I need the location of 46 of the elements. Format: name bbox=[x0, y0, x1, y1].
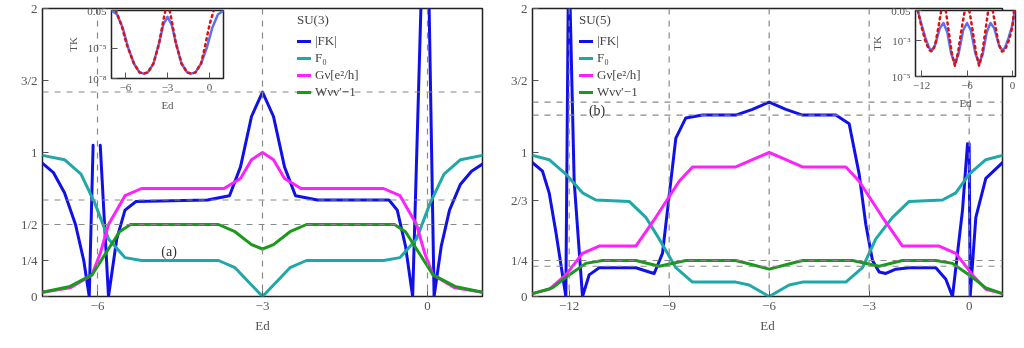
y-axis-title: TK bbox=[67, 37, 80, 52]
y-tick-label: 1/2 bbox=[20, 217, 38, 232]
x-tick-label: −9 bbox=[662, 297, 677, 313]
x-axis-title: Ed bbox=[760, 317, 776, 333]
legend-label: Gν[e²/h] bbox=[597, 67, 641, 83]
x-tick-label: 0 bbox=[965, 297, 973, 313]
x-tick-label: −12 bbox=[559, 297, 580, 313]
x-axis-title: Ed bbox=[161, 98, 175, 111]
x-tick-label: −6 bbox=[762, 297, 777, 313]
y-tick-label: 2 bbox=[521, 1, 528, 16]
y-tick-label: 10⁻⁵ bbox=[87, 42, 107, 55]
legend-label: F₀ bbox=[597, 50, 610, 66]
legend-title: SU(3) bbox=[297, 12, 330, 28]
x-tick-label: −3 bbox=[862, 297, 877, 313]
y-tick-label: 10⁻⁸ bbox=[87, 72, 107, 85]
x-tick-label: −6 bbox=[961, 78, 974, 91]
x-tick-label: −12 bbox=[912, 78, 931, 91]
legend-title: SU(5) bbox=[579, 12, 612, 28]
y-tick-label: 1/4 bbox=[510, 253, 528, 268]
annotation: (a) bbox=[161, 244, 178, 261]
x-axis-title: Ed bbox=[959, 96, 973, 109]
y-tick-label: 1 bbox=[31, 145, 38, 160]
legend-label: Gν[e²/h] bbox=[315, 67, 359, 83]
x-axis-title: Ed bbox=[255, 317, 271, 333]
x-tick-label: −6 bbox=[119, 80, 132, 93]
y-tick-label: 1/4 bbox=[20, 253, 38, 268]
y-axis-title: TK bbox=[871, 36, 884, 51]
legend-label: |FK| bbox=[597, 33, 619, 49]
y-tick-label: 2/3 bbox=[510, 193, 528, 208]
x-tick-label: 0 bbox=[1009, 78, 1016, 91]
x-tick-label: −6 bbox=[90, 297, 105, 313]
y-tick-label: 10⁻⁵ bbox=[891, 70, 911, 83]
x-tick-label: 0 bbox=[206, 80, 213, 93]
legend-label: |FK| bbox=[315, 33, 337, 49]
x-tick-label: 0 bbox=[424, 297, 431, 313]
legend-label: Wνν′−1 bbox=[315, 84, 356, 100]
y-tick-label: 3/2 bbox=[20, 73, 38, 88]
y-tick-label: 2 bbox=[31, 1, 38, 16]
x-tick-label: −3 bbox=[161, 80, 174, 93]
legend-label: Wνν′−1 bbox=[597, 84, 638, 100]
y-tick-label: 10⁻³ bbox=[892, 34, 912, 47]
y-tick-label: 3/2 bbox=[510, 73, 528, 88]
legend-label: F₀ bbox=[315, 50, 328, 66]
annotation: (b) bbox=[588, 102, 606, 119]
y-tick-label: 1 bbox=[521, 145, 528, 160]
x-tick-label: −3 bbox=[255, 297, 270, 313]
